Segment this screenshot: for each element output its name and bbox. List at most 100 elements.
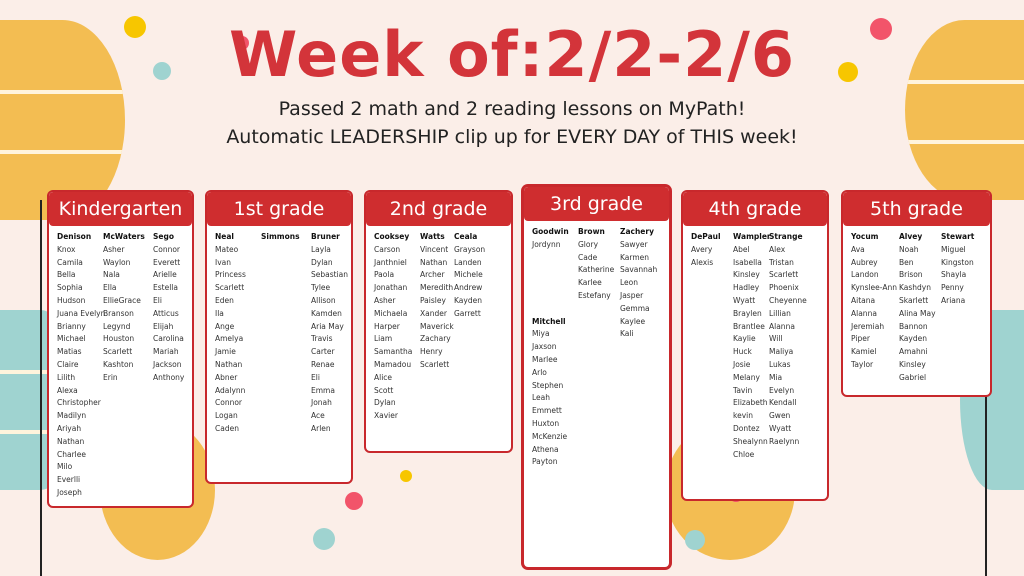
student-name: Shealynn [733,436,768,446]
student-name: Kinsley [733,270,760,280]
confetti-dot [838,62,858,82]
student-name: Ivan [215,257,231,267]
student-name: Estefany [578,290,611,300]
student-name: Houston [103,334,135,344]
student-name: Jamie [215,347,236,357]
teacher-column: Bruner Layla Dylan Sebastian Tylee Allison Kam… [311,231,348,436]
student-name: Amahni [899,347,928,357]
student-name: Braylen [733,308,762,318]
student-name: Kali [620,329,634,339]
student-name: Everlli [57,475,81,485]
student-name: Piper [851,334,870,344]
student-name: Miguel [941,244,966,254]
teacher-group: Bruner Layla Dylan Sebastian Tylee Allison Kam… [311,231,348,436]
student-name: Payton [532,457,558,467]
student-name: Abel [733,244,750,254]
subtitle-line: Passed 2 math and 2 reading lessons on M… [278,98,746,120]
student-name: Penny [941,283,964,293]
student-name: Liam [374,334,393,344]
student-name: Kashton [103,359,134,369]
student-name: Jaxson [532,342,557,352]
student-name: Aubrey [851,257,878,267]
student-name: Savannah [620,265,658,275]
teacher-group: Simmons [261,231,300,244]
grade-header: 1st grade [207,192,351,226]
student-name: Tristan [769,257,794,267]
student-name: Carter [311,347,335,357]
student-name: Michaela [374,308,408,318]
student-name: Michele [454,270,483,280]
grade-card-1st-grade: 1st grade Neal Mateo Ivan Princess Scarlett Ed… [205,190,353,484]
student-name: Andrew [454,283,483,293]
student-name: Lillian [769,308,791,318]
student-name: Melany [733,372,760,382]
student-name: Nathan [420,257,448,267]
student-name: Estella [153,283,178,293]
student-name: Atticus [153,308,179,318]
student-name: Ella [103,283,117,293]
teacher-column: Sego Connor Everett Arielle Estella Eli Atticu… [153,231,184,385]
grade-card-3rd-grade: 3rd grade Goodwin Jordynn Mitchell Miya Jaxso… [522,185,671,569]
teacher-name: Simmons [261,232,300,241]
student-name: Alice [374,372,393,382]
teacher-column: Watts Vincent Nathan Archer Meredith Paisley X… [420,231,454,372]
teacher-column: Simmons [261,231,300,244]
student-name: Xander [420,308,447,318]
teacher-name: Zachery [620,227,654,236]
student-name: Erin [103,372,118,382]
student-name: Alexa [57,385,78,395]
student-name: Knox [57,244,76,254]
teacher-group: Yocum Ava Aubrey Landon Kynslee-Ann Aitana Ala… [851,231,897,372]
student-name: Brantlee [733,321,765,331]
student-name: Ben [899,257,914,267]
student-name: Kayden [899,334,927,344]
student-name: Stephen [532,380,564,390]
student-name: Connor [215,398,243,408]
student-name: Henry [420,347,443,357]
teacher-name: Yocum [851,232,879,241]
teacher-group: Mitchell Miya Jaxson Marlee Arlo Stephen Leah E… [532,316,569,470]
grade-header: 5th grade [843,192,990,226]
student-name: Wyatt [733,295,756,305]
student-name: Brianny [57,321,86,331]
teacher-name: Strange [769,232,803,241]
subtitle-line: Automatic LEADERSHIP clip up for EVERY D… [226,126,798,148]
student-name: Gwen [769,411,791,421]
student-name: Bannon [899,321,928,331]
teacher-group: Ceala Grayson Landen Michele Andrew Kayden Gar… [454,231,485,321]
student-name: Janthniel [374,257,407,267]
student-name: Nala [103,270,120,280]
teacher-name: Wampler [733,232,771,241]
confetti-dot [870,18,892,40]
student-name: Josie [733,359,751,369]
student-name: Ariana [941,295,966,305]
student-name: Paisley [420,295,446,305]
student-name: Hudson [57,295,86,305]
student-name: Asher [374,295,396,305]
student-name: Huck [733,347,752,357]
student-name: Joseph [57,487,82,497]
teacher-name: DePaul [691,232,721,241]
student-name: Karmen [620,252,650,262]
student-name: Jasper [620,290,644,300]
student-name: Vincent [420,244,449,254]
teacher-group: Watts Vincent Nathan Archer Meredith Paisley X… [420,231,454,372]
teacher-name: Sego [153,232,175,241]
student-name: Scarlett [215,283,245,293]
student-name: Wyatt [769,423,792,433]
teacher-column: Zachery Sawyer Karmen Savannah Leon Jasper Gem… [620,226,657,341]
student-name: Eli [311,372,320,382]
student-name: Landon [851,270,879,280]
student-name: Arlo [532,367,547,377]
student-name: Ange [215,321,235,331]
student-name: Aitana [851,295,876,305]
teacher-column: Neal Mateo Ivan Princess Scarlett Eden Ila Ange… [215,231,246,436]
student-name: Cheyenne [769,295,807,305]
grade-header: Kindergarten [49,192,192,226]
student-name: Ava [851,244,865,254]
teacher-name: McWaters [103,232,145,241]
teacher-name: Denison [57,232,92,241]
student-name: Brison [899,270,923,280]
student-name: Athena [532,444,559,454]
student-name: Bella [57,270,76,280]
